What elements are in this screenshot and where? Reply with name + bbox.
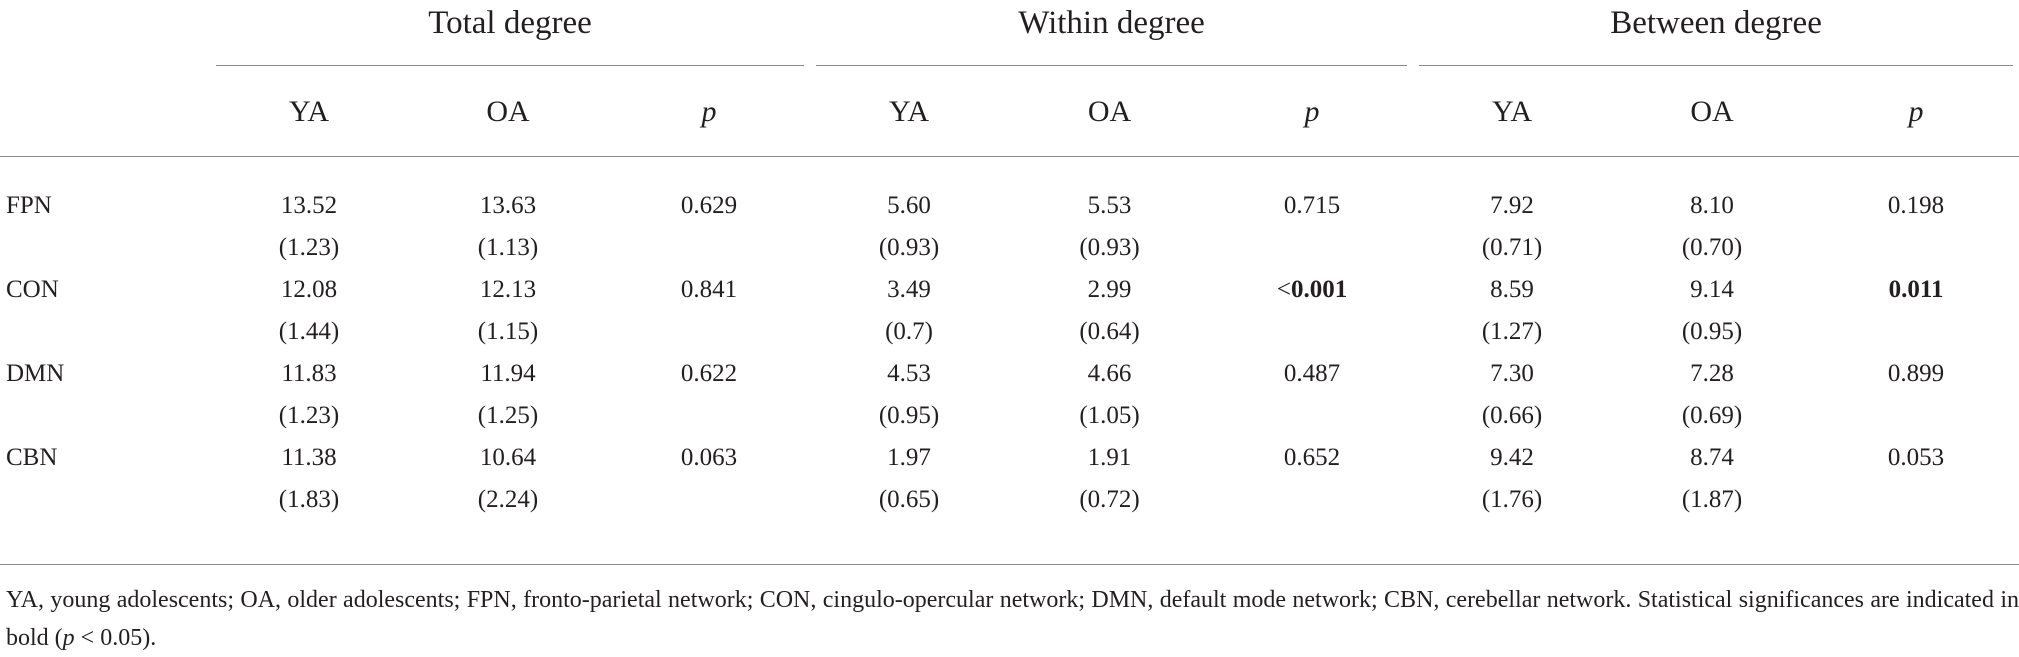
header-spacer xyxy=(0,0,210,68)
cell-within-p: 0.487 xyxy=(1283,360,1341,387)
col-header-between-oa: OA xyxy=(1611,68,1814,157)
col-header-within-oa: OA xyxy=(1008,68,1212,157)
table-footnote: YA, young adolescents; OA, older adolesc… xyxy=(0,564,2019,657)
group-header-between: Between degree xyxy=(1413,0,2019,68)
cell-between-oa: 7.28 (0.69) xyxy=(1681,360,1743,429)
significant-p-value: 0.011 xyxy=(1888,276,1944,303)
col-header-total-ya: YA xyxy=(210,68,408,157)
group-header-within: Within degree xyxy=(810,0,1413,68)
cell-total-ya: 12.08 (1.44) xyxy=(278,276,340,345)
col-header-between-ya: YA xyxy=(1413,68,1612,157)
significant-p-value: 0.001 xyxy=(1290,276,1348,303)
cell-total-oa: 10.64 (2.24) xyxy=(477,444,539,513)
degree-table: Total degree Within degree Between degre… xyxy=(0,0,2019,535)
p-prefix-less-than: < xyxy=(1276,276,1291,303)
cell-between-ya: 7.30 (0.66) xyxy=(1481,360,1543,429)
footnote-p-symbol: p xyxy=(62,625,75,651)
cell-between-p: 0.198 xyxy=(1887,192,1945,219)
cell-within-oa: 1.91 (0.72) xyxy=(1079,444,1140,513)
cell-total-ya: 11.38 (1.83) xyxy=(278,444,340,513)
cell-between-oa: 8.10 (0.70) xyxy=(1681,192,1743,261)
cell-within-oa: 2.99 (0.64) xyxy=(1079,276,1140,345)
cell-within-ya: 4.53 (0.95) xyxy=(878,360,940,429)
col-header-within-ya: YA xyxy=(810,68,1009,157)
cell-within-p: 0.715 xyxy=(1283,192,1341,219)
cell-between-ya: 9.42 (1.76) xyxy=(1481,444,1543,513)
col-header-between-p: p xyxy=(1813,68,2019,157)
cell-total-oa: 12.13 (1.15) xyxy=(477,276,539,345)
table-row-con: CON 12.08 (1.44) 12.13 (1.15) 0.841 3.49 (0… xyxy=(0,269,2019,353)
row-label: CON xyxy=(6,276,59,303)
cell-total-oa: 11.94 (1.25) xyxy=(477,360,539,429)
cell-total-p: 0.063 xyxy=(680,444,738,471)
cell-between-ya: 7.92 (0.71) xyxy=(1481,192,1543,261)
row-label: CBN xyxy=(6,444,58,471)
cell-total-p: 0.841 xyxy=(680,276,738,303)
cell-between-ya: 8.59 (1.27) xyxy=(1481,276,1543,345)
footnote-tail: < 0.05). xyxy=(74,625,157,651)
cell-total-oa: 13.63 (1.13) xyxy=(477,192,539,261)
cell-within-ya: 3.49 (0.7) xyxy=(885,276,933,345)
cell-between-oa: 9.14 (0.95) xyxy=(1681,276,1743,345)
row-label: FPN xyxy=(6,192,52,219)
cell-total-p: 0.622 xyxy=(680,360,738,387)
cell-within-ya: 5.60 (0.93) xyxy=(878,192,940,261)
table-row-dmn: DMN 11.83 (1.23) 11.94 (1.25) 0.622 4.53 (0… xyxy=(0,353,2019,437)
cell-total-ya: 13.52 (1.23) xyxy=(278,192,340,261)
cell-between-p: 0.899 xyxy=(1887,360,1945,387)
row-label: DMN xyxy=(6,360,65,387)
col-header-within-p: p xyxy=(1211,68,1414,157)
table-row-cbn: CBN 11.38 (1.83) 10.64 (2.24) 0.063 1.97 (0… xyxy=(0,437,2019,535)
col-header-total-oa: OA xyxy=(408,68,608,157)
col-header-total-p: p xyxy=(608,68,811,157)
group-header-total: Total degree xyxy=(210,0,810,68)
cell-within-oa: 5.53 (0.93) xyxy=(1079,192,1140,261)
cell-between-oa: 8.74 (1.87) xyxy=(1681,444,1743,513)
footnote-text: YA, young adolescents; OA, older adolesc… xyxy=(6,587,2019,651)
row-label-header xyxy=(0,68,210,157)
cell-within-oa: 4.66 (1.05) xyxy=(1079,360,1140,429)
cell-within-p: <0.001 xyxy=(1211,269,1413,353)
cell-total-p: 0.629 xyxy=(680,192,738,219)
cell-total-ya: 11.83 (1.23) xyxy=(278,360,340,429)
cell-within-p: 0.652 xyxy=(1283,444,1341,471)
table-row-fpn: FPN 13.52 (1.23) 13.63 (1.13) 0.629 5.60 (0… xyxy=(0,157,2019,270)
cell-between-p: 0.011 xyxy=(1813,269,2019,353)
cell-between-p: 0.053 xyxy=(1887,444,1945,471)
cell-within-ya: 1.97 (0.65) xyxy=(878,444,940,513)
